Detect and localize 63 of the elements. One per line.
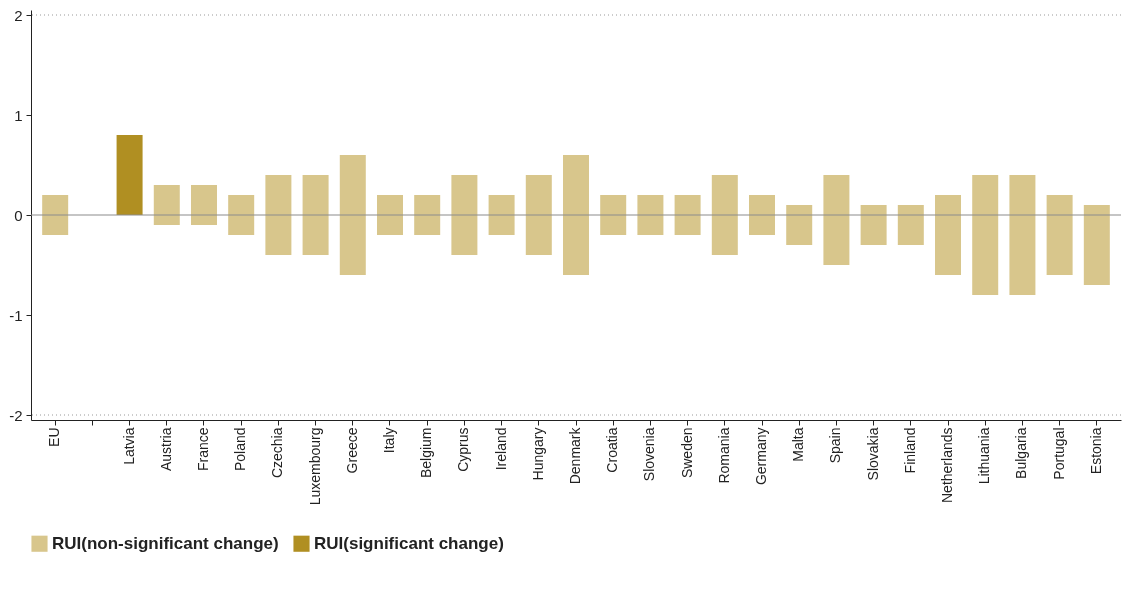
x-tick-label: Poland: [232, 427, 249, 472]
x-tick-label: Bulgaria: [1013, 427, 1030, 479]
x-tick-label: Finland: [901, 427, 918, 474]
bar: [972, 175, 999, 295]
x-tick-label: Cyprus: [455, 427, 472, 472]
legend-label: RUI(non-significant change): [52, 533, 279, 553]
x-tick-label: Sweden: [678, 427, 695, 479]
x-tick-label: France: [194, 427, 211, 472]
bar: [600, 195, 627, 235]
x-tick-label: Slovenia: [641, 427, 658, 482]
x-tick-label: Austria: [157, 427, 174, 472]
bar: [451, 175, 478, 255]
bar: [935, 195, 962, 275]
x-tick-label: Greece: [343, 427, 360, 474]
bar: [228, 195, 255, 235]
x-tick-label: Romania: [715, 427, 732, 484]
x-tick-label: Portugal: [1050, 427, 1067, 480]
y-tick-label: 1: [14, 106, 23, 124]
bar: [1009, 175, 1036, 295]
bar: [339, 155, 366, 275]
x-tick-label: Slovakia: [864, 427, 881, 481]
bar: [1046, 195, 1073, 275]
bar: [376, 195, 403, 235]
y-tick-label: 0: [14, 206, 23, 224]
bar: [190, 185, 217, 225]
bar: [42, 195, 69, 235]
x-tick-label: Ireland: [492, 427, 509, 471]
x-tick-label: Estonia: [1087, 427, 1104, 475]
x-tick-label: Netherlands: [939, 427, 956, 503]
bar: [153, 185, 180, 225]
bar: [897, 205, 924, 245]
bar: [786, 205, 813, 245]
x-tick-label: Germany: [753, 427, 770, 486]
x-tick-label: Spain: [827, 427, 844, 464]
y-tick-label: -1: [9, 306, 23, 324]
x-tick-label: Latvia: [120, 427, 137, 465]
x-tick-label: Belgium: [418, 427, 435, 479]
legend-label: RUI(significant change): [314, 533, 504, 553]
bar: [637, 195, 664, 235]
x-tick-label: EU: [46, 427, 63, 447]
bar: [1083, 205, 1110, 285]
bar: [414, 195, 441, 235]
bar: [265, 175, 292, 255]
x-tick-label: Hungary: [529, 427, 546, 481]
bar: [749, 195, 776, 235]
bar: [116, 135, 143, 215]
x-tick-label: Italy: [380, 427, 397, 454]
bar: [525, 175, 552, 255]
x-tick-label: Luxembourg: [306, 427, 323, 506]
x-tick-label: Czechia: [269, 427, 286, 479]
x-tick-label: Denmark: [567, 426, 583, 485]
y-tick-label: 2: [14, 6, 23, 24]
bar: [302, 175, 329, 255]
bar: [860, 205, 887, 245]
bar: [823, 175, 850, 265]
bar: [563, 155, 589, 275]
x-tick-label: Lithuania: [976, 427, 993, 485]
y-tick-label: -2: [9, 406, 23, 424]
x-tick-label: Malta: [790, 427, 807, 462]
x-tick-label: Croatia: [604, 427, 621, 473]
bar: [488, 195, 515, 235]
bar: [711, 175, 738, 255]
bar: [674, 195, 701, 235]
